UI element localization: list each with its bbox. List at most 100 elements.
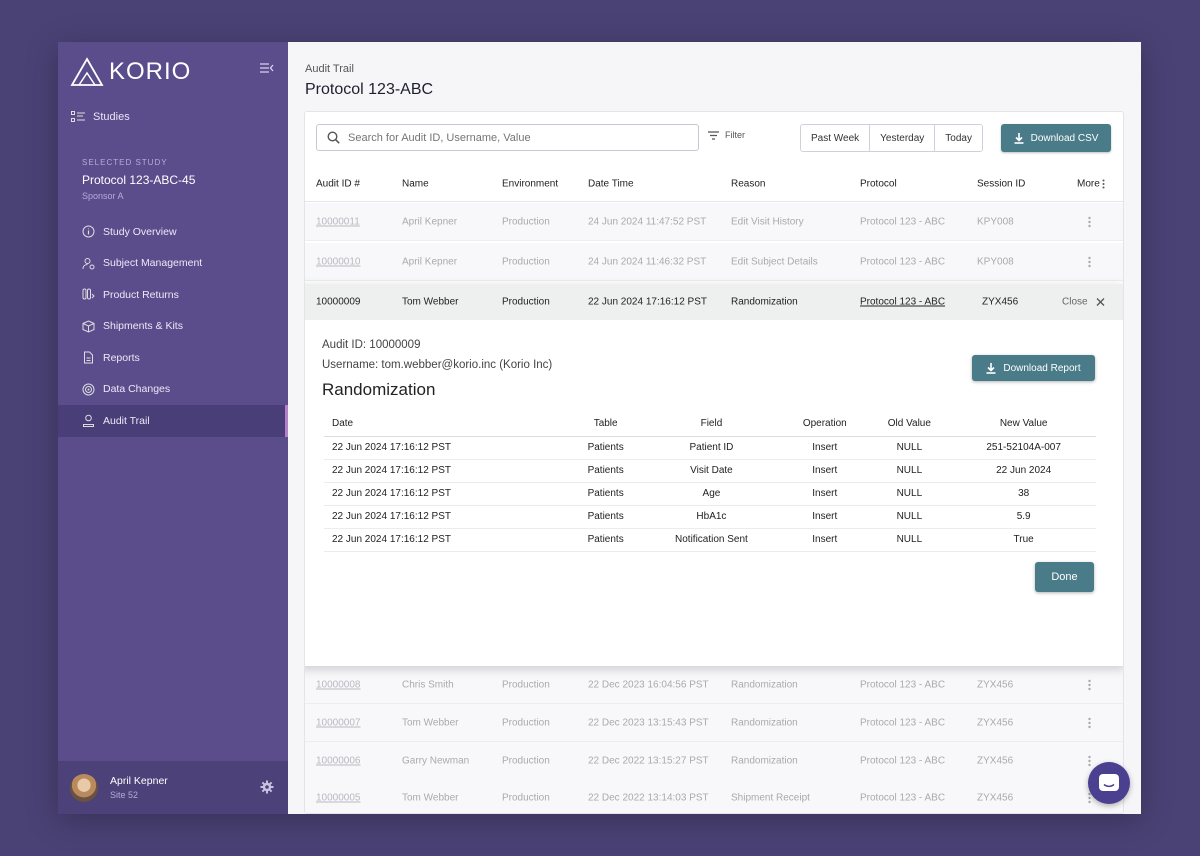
user-site: Site 52 — [110, 790, 139, 800]
column-header[interactable]: Session ID — [977, 178, 1026, 190]
audit-id-link[interactable]: 10000005 — [316, 792, 361, 803]
audit-panel: Filter Past Week Yesterday Today Downloa… — [304, 111, 1124, 814]
download-report-label: Download Report — [1003, 362, 1081, 374]
column-header[interactable]: Environment — [502, 178, 559, 190]
collapse-menu-icon[interactable] — [259, 61, 274, 75]
cell-environment: Production — [502, 296, 550, 308]
detail-cell: Notification Sent — [640, 528, 783, 552]
table-row[interactable]: 10000006 Garry Newman Production 22 Dec … — [305, 742, 1123, 780]
column-header[interactable]: Date Time — [588, 178, 634, 190]
search-field[interactable] — [316, 124, 699, 151]
more-column-header[interactable]: More — [1077, 179, 1105, 190]
audit-id-link[interactable]: 10000006 — [316, 755, 361, 766]
sidebar-item-reports[interactable]: Reports — [58, 342, 288, 374]
selected-study[interactable]: SELECTED STUDY Protocol 123-ABC-45 Spons… — [82, 158, 195, 201]
detail-cell: Insert — [782, 505, 868, 529]
cell-name: Tom Webber — [402, 792, 459, 803]
detail-cell: 38 — [951, 482, 1096, 506]
row-more-icon[interactable] — [1088, 755, 1091, 766]
filter-icon — [708, 130, 719, 140]
cell-environment: Production — [502, 755, 550, 766]
close-label: Close — [1062, 296, 1088, 308]
main-content: Audit Trail Protocol 123-ABC Filter Past… — [288, 42, 1141, 814]
detail-cell: Insert — [782, 482, 868, 506]
filter-button[interactable]: Filter — [708, 130, 745, 140]
column-header[interactable]: Audit ID # — [316, 178, 360, 190]
row-more-icon[interactable] — [1088, 717, 1091, 728]
detail-cell: 22 Jun 2024 17:16:12 PST — [324, 436, 571, 460]
studies-link[interactable]: Studies — [71, 111, 130, 123]
expanded-row-header[interactable]: 10000009 Tom Webber Production 22 Jun 20… — [305, 284, 1123, 320]
download-csv-label: Download CSV — [1030, 132, 1099, 144]
filter-label: Filter — [725, 130, 745, 140]
search-input[interactable] — [348, 131, 668, 144]
cell-name: Chris Smith — [402, 679, 454, 690]
sidebar-item-audit-trail[interactable]: Audit Trail — [58, 405, 288, 437]
selected-study-sponsor: Sponsor A — [82, 191, 124, 201]
detail-cell: 22 Jun 2024 17:16:12 PST — [324, 505, 571, 529]
sidebar-item-label: Data Changes — [103, 383, 171, 396]
done-button[interactable]: Done — [1035, 562, 1094, 592]
target-icon — [82, 383, 95, 396]
cell-name: Tom Webber — [402, 296, 459, 308]
close-icon — [1096, 298, 1105, 306]
gear-icon[interactable] — [260, 780, 274, 794]
audit-id-link[interactable]: 10000011 — [316, 216, 360, 227]
cell-reason: Edit Subject Details — [731, 256, 818, 267]
table-row[interactable]: 10000010 April Kepner Production 24 Jun … — [305, 243, 1123, 281]
table-row[interactable]: 10000011 April Kepner Production 24 Jun … — [305, 203, 1123, 241]
detail-cell: Patients — [570, 528, 641, 552]
sidebar-item-label: Audit Trail — [103, 414, 150, 427]
sidebar-item-data-changes[interactable]: Data Changes — [58, 374, 288, 406]
range-today-button[interactable]: Today — [935, 125, 982, 151]
cell-protocol: Protocol 123 - ABC — [860, 717, 946, 728]
sidebar-item-product-returns[interactable]: Product Returns — [58, 279, 288, 311]
column-header[interactable]: Reason — [731, 178, 766, 190]
table-row[interactable]: 10000008 Chris Smith Production 22 Dec 2… — [305, 666, 1123, 704]
column-header[interactable]: Name — [402, 178, 429, 190]
sidebar-item-label: Reports — [103, 351, 140, 364]
download-csv-button[interactable]: Download CSV — [1001, 124, 1111, 152]
sidebar-item-subject-management[interactable]: Subject Management — [58, 248, 288, 280]
table-row[interactable]: 10000007 Tom Webber Production 22 Dec 20… — [305, 704, 1123, 742]
detail-column-header: Date — [324, 412, 571, 437]
detail-row: 22 Jun 2024 17:16:12 PST Patients Notifi… — [324, 528, 1096, 552]
sidebar-item-study-overview[interactable]: Study Overview — [58, 216, 288, 248]
search-icon — [327, 131, 340, 144]
sidebar-item-shipments-kits[interactable]: Shipments & Kits — [58, 311, 288, 343]
cell-session: ZYX456 — [977, 792, 1014, 803]
download-report-button[interactable]: Download Report — [972, 355, 1095, 381]
user-profile[interactable]: April Kepner Site 52 — [58, 761, 288, 814]
sidebar-nav: Study Overview Subject Management Produc… — [58, 216, 288, 437]
table-header: Audit ID # Name Environment Date Time Re… — [305, 167, 1123, 202]
breadcrumb[interactable]: Audit Trail — [305, 63, 354, 75]
row-more-icon[interactable] — [1088, 679, 1091, 690]
audit-id-link[interactable]: 10000007 — [316, 717, 361, 728]
detail-header-row: Date Table Field Operation Old Value New… — [324, 412, 1096, 437]
protocol-link[interactable]: Protocol 123 - ABC — [860, 296, 946, 308]
close-button[interactable]: Close — [1062, 297, 1105, 308]
detail-row: 22 Jun 2024 17:16:12 PST Patients Patien… — [324, 436, 1096, 460]
audit-id-link[interactable]: 10000010 — [316, 256, 361, 267]
logo[interactable]: KORIO — [58, 42, 288, 102]
cell-datetime: 22 Dec 2023 16:04:56 PST — [588, 679, 709, 690]
sidebar-item-label: Subject Management — [103, 257, 203, 270]
cell-session: ZYX456 — [977, 679, 1014, 690]
detail-audit-id: Audit ID: 10000009 — [322, 339, 421, 351]
chat-launcher-button[interactable] — [1088, 762, 1130, 804]
detail-column-header: Old Value — [867, 412, 952, 437]
row-more-icon[interactable] — [1088, 256, 1091, 267]
audit-id-link[interactable]: 10000008 — [316, 679, 361, 690]
table-row[interactable]: 10000005 Tom Webber Production 22 Dec 20… — [305, 779, 1123, 813]
row-more-icon[interactable] — [1088, 216, 1091, 227]
cell-reason: Randomization — [731, 755, 798, 766]
column-header[interactable]: Protocol — [860, 178, 897, 190]
brand-name: KORIO — [109, 58, 192, 85]
range-past-week-button[interactable]: Past Week — [801, 125, 871, 151]
detail-cell: Age — [640, 482, 783, 506]
cell-reason: Shipment Receipt — [731, 792, 810, 803]
kebab-icon — [1102, 179, 1105, 189]
range-yesterday-button[interactable]: Yesterday — [870, 125, 936, 151]
user-name: April Kepner — [110, 775, 168, 787]
cell-datetime: 24 Jun 2024 11:47:52 PST — [588, 216, 707, 227]
